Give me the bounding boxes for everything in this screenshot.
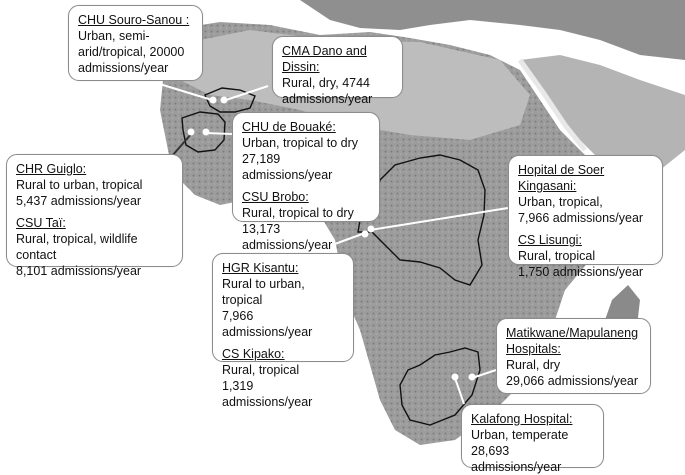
site-name: CMA Dano and Dissin: [282,44,367,74]
site-marker-dano-dissin [220,96,228,104]
site-marker-kingasani [367,225,375,233]
site-name: Hopital de Soer Kingasani: [518,163,605,193]
site-marker-kalafong [451,373,459,381]
site-name: CSU Taï: [16,216,66,230]
cote-divoire-border [181,111,226,153]
site-detail: 5,437 admissions/year [16,194,142,208]
site-detail: Urban, tropical, [518,195,603,209]
site-detail: Urban, tropical to dry [242,136,359,150]
arabian-peninsula [520,55,685,175]
site-name: Matikwane/Mapulaneng [506,326,639,340]
site-detail: admissions/year [78,61,169,75]
site-detail: 1,319 admissions/year [222,379,313,409]
site-name: Kalafong Hospital: [471,412,573,426]
site-detail: Rural, tropical [222,363,300,377]
callout-matikwane-mapulaneng: Matikwane/Mapulaneng Hospitals: Rural, d… [496,318,651,394]
site-detail: 13,173 admissions/year [242,222,333,252]
site-marker-kisantu [361,230,369,238]
drc-border [357,154,486,286]
site-detail: 7,966 admissions/year [222,309,313,339]
site-marker-bouake [202,128,210,136]
callout-chu-souro-sanou: CHU Souro-Sanou : Urban, semi- arid/trop… [68,5,203,81]
site-name: CS Lisungi: [518,233,582,247]
site-detail: 7,966 admissions/year [518,211,644,225]
site-name: CSU Brobo: [242,190,309,204]
site-marker-souro-sanou [209,96,217,104]
leader-line-guiglo [171,132,193,157]
site-detail: admissions/year [282,92,373,106]
site-detail: 29,066 admissions/year [506,374,639,388]
callout-kisantu-kipako: HGR Kisantu: Rural to urban, tropical 7,… [212,253,354,409]
site-detail: 8,101 admissions/year [16,264,142,278]
europe-landmass [300,0,685,60]
site-name-continued: Hospitals: [506,342,561,356]
site-name: CHU Souro-Sanou : [78,13,190,27]
site-marker-guiglo [187,128,195,136]
site-name: CS Kipako: [222,347,285,361]
leader-line-kalafong [454,377,465,405]
site-detail: Urban, temperate [471,428,569,442]
south-africa-border [399,347,481,426]
site-name: HGR Kisantu: [222,261,299,275]
site-detail: Rural to urban, tropical [222,277,305,307]
leader-line-kisantu [309,232,366,254]
site-detail: Rural, tropical [518,249,596,263]
callout-kalafong: Kalafong Hospital: Urban, temperate 28,6… [461,404,604,474]
callout-chu-bouake-csu-brobo: CHU de Bouaké: Urban, tropical to dry 27… [232,112,380,252]
site-marker-matikwane [468,373,476,381]
leader-line-souro-sanou [139,77,213,101]
site-detail: 28,693 admissions/year [471,444,562,474]
burkina-faso-border [204,87,256,113]
site-detail: arid/tropical, 20000 [78,45,185,59]
site-name: CHR Guiglo: [16,162,87,176]
red-sea [517,58,587,152]
callout-kingasani-lisungi: Hopital de Soer Kingasani: Urban, tropic… [508,155,663,279]
site-detail: Rural to urban, tropical [16,178,143,192]
site-detail: Rural, dry [506,358,561,372]
site-detail: Rural, tropical to dry [242,206,354,220]
site-detail: Rural, dry, 4744 [282,76,371,90]
site-detail: 27,189 admissions/year [242,152,333,182]
site-detail: Urban, semi- [78,29,150,43]
site-detail: 1,750 admissions/year [518,265,644,279]
site-name: CHU de Bouaké: [242,120,336,134]
site-detail: Rural, tropical, wildlife contact [16,232,138,262]
leader-line-dano-dissin [225,85,269,101]
callout-cma-dano-dissin: CMA Dano and Dissin: Rural, dry, 4744 ad… [272,36,403,106]
leader-line-kingasani [369,207,509,231]
leader-line-matikwane [471,369,497,379]
leader-line-bouake [204,132,233,135]
callout-chr-guiglo-csu-tai: CHR Guiglo: Rural to urban, tropical 5,4… [6,154,183,278]
